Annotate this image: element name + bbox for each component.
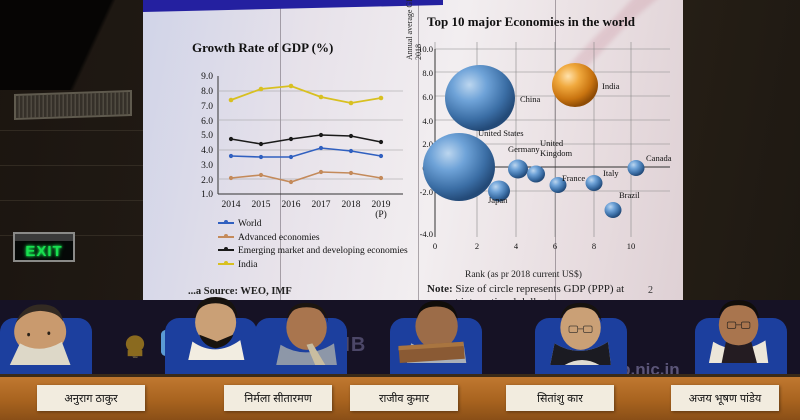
- svg-text:2015: 2015: [252, 200, 271, 210]
- svg-text:-4.0: -4.0: [420, 229, 433, 239]
- svg-text:2.0: 2.0: [201, 176, 213, 186]
- svg-text:8.0: 8.0: [201, 87, 213, 97]
- svg-text:4: 4: [514, 241, 519, 251]
- svg-text:10: 10: [627, 241, 636, 251]
- svg-text:France: France: [562, 173, 585, 183]
- svg-text:United: United: [540, 138, 564, 148]
- svg-text:Italy: Italy: [603, 168, 619, 178]
- svg-text:भारत: भारत: [133, 356, 138, 359]
- svg-text:2014: 2014: [222, 200, 241, 210]
- svg-text:5.0: 5.0: [201, 131, 213, 141]
- svg-text:6: 6: [553, 241, 557, 251]
- svg-text:-2.0: -2.0: [420, 187, 433, 197]
- svg-text:2019: 2019: [372, 200, 391, 210]
- svg-text:2017: 2017: [312, 200, 331, 210]
- svg-text:3.0: 3.0: [201, 161, 213, 171]
- svg-text:Kingdom: Kingdom: [540, 148, 573, 158]
- svg-text:India: India: [602, 81, 620, 91]
- svg-text:9.0: 9.0: [201, 72, 213, 82]
- svg-text:8: 8: [592, 241, 596, 251]
- svg-text:7.0: 7.0: [201, 102, 213, 112]
- svg-text:8.0: 8.0: [422, 68, 433, 78]
- svg-text:2018: 2018: [342, 200, 361, 210]
- svg-text:4.0: 4.0: [422, 116, 433, 126]
- svg-text:Brazil: Brazil: [619, 190, 640, 200]
- svg-text:0: 0: [433, 241, 437, 251]
- svg-text:Germany: Germany: [508, 144, 540, 154]
- svg-text:6.0: 6.0: [201, 117, 213, 127]
- svg-text:1.0: 1.0: [201, 190, 213, 200]
- svg-text:2: 2: [475, 241, 479, 251]
- svg-text:China: China: [520, 94, 541, 104]
- svg-text:4.0: 4.0: [201, 146, 213, 156]
- svg-text:Japan: Japan: [488, 195, 508, 205]
- svg-text:10.0: 10.0: [420, 44, 433, 54]
- svg-text:6.0: 6.0: [422, 92, 433, 102]
- svg-text:Canada: Canada: [646, 153, 672, 163]
- svg-text:2016: 2016: [282, 200, 301, 210]
- svg-text:United States: United States: [478, 128, 524, 138]
